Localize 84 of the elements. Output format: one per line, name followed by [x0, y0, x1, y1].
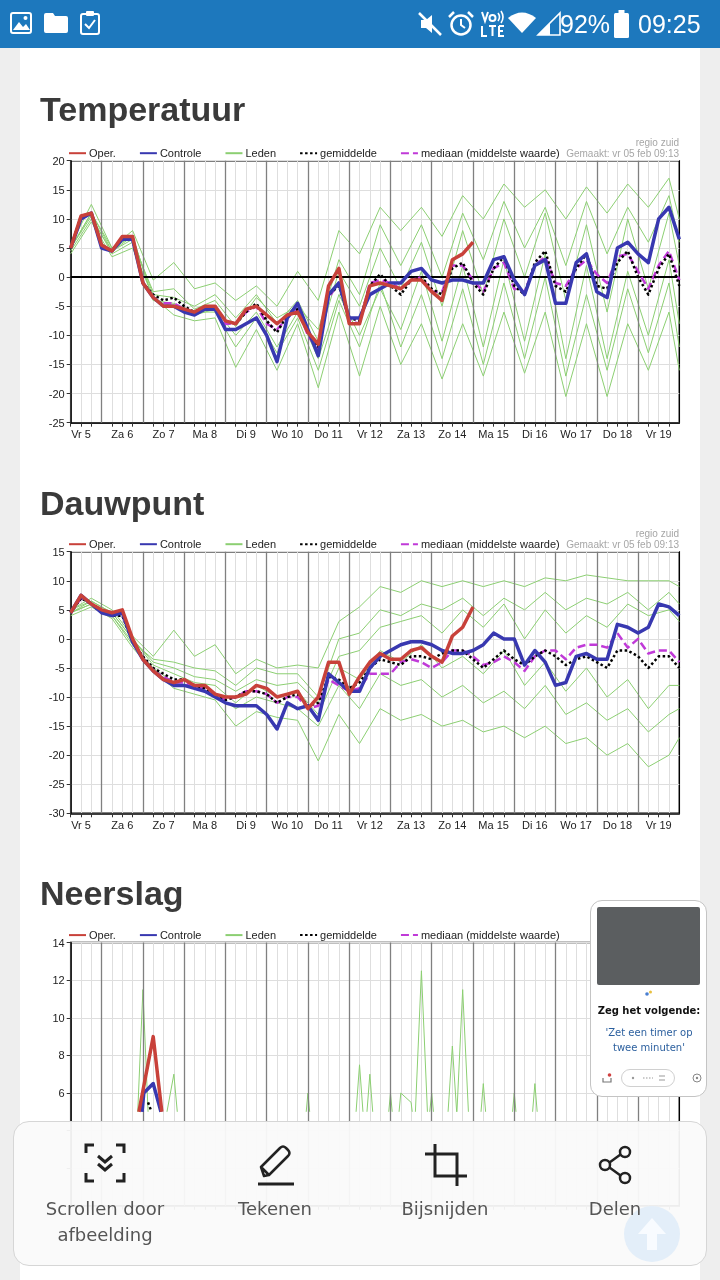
y-tick-label: -15	[48, 358, 65, 371]
legend-label: Controle	[159, 538, 202, 551]
x-tick-label: Vr 12	[356, 818, 383, 831]
y-tick-label: -30	[48, 807, 65, 820]
y-tick-label: 14	[52, 936, 65, 949]
y-tick-label: 0	[58, 632, 65, 645]
x-tick-label: Za 13	[397, 428, 426, 441]
x-tick-label: Di 9	[236, 428, 256, 441]
x-tick-label: Ma 8	[192, 428, 218, 441]
y-tick-label: 10	[52, 1011, 65, 1024]
annotation: Delen	[587, 1197, 643, 1221]
x-tick-label: Vr 5	[71, 428, 91, 441]
x-tick-label: Ma 15	[478, 818, 509, 831]
x-tick-label: Za 6	[111, 818, 134, 831]
x-tick-label: Vr 12	[356, 428, 383, 441]
x-tick-label: Di 9	[236, 818, 256, 831]
legend-label: Leden	[245, 929, 277, 942]
text: Gemaakt: vr 05 feb 09:13	[566, 538, 679, 550]
y-tick-label: 20	[52, 154, 65, 167]
x-tick-label: Zo 7	[152, 818, 175, 831]
x-tick-label: Ma 15	[478, 428, 509, 441]
y-tick-label: -5	[54, 661, 65, 674]
y-tick-label: 15	[52, 545, 65, 558]
chart-title: Neerslag	[40, 873, 184, 914]
legend-label: Oper.	[89, 147, 116, 160]
legend-label: Leden	[245, 538, 277, 551]
legend-label: gemiddelde	[320, 538, 377, 551]
x-tick-label: Vr 5	[71, 818, 91, 831]
text: Gemaakt: vr 05 feb 09:13	[566, 147, 679, 159]
x-tick-label: Wo 17	[560, 428, 592, 441]
y-tick-label: -20	[48, 749, 65, 762]
y-tick-label: 10	[52, 212, 65, 225]
y-tick-label: 5	[58, 242, 65, 255]
legend-label: Controle	[159, 929, 202, 942]
y-tick-label: -5	[54, 300, 65, 313]
x-tick-label: Di 16	[522, 818, 548, 831]
y-tick-label: 8	[58, 1049, 65, 1062]
x-tick-label: Wo 10	[271, 428, 304, 441]
x-tick-label: Do 11	[314, 818, 343, 831]
x-tick-label: Vr 19	[645, 818, 672, 831]
x-tick-label: Do 11	[314, 428, 343, 441]
y-tick-label: 5	[58, 603, 65, 616]
y-tick-label: -20	[48, 387, 65, 400]
y-tick-label: -25	[48, 778, 65, 791]
x-tick-label: Vr 19	[645, 428, 672, 441]
x-tick-label: Za 13	[397, 818, 426, 831]
x-tick-label: Za 6	[111, 428, 134, 441]
x-tick-label: Di 16	[522, 428, 548, 441]
chart-title: Dauwpunt	[40, 483, 205, 524]
x-tick-label: Zo 14	[438, 818, 467, 831]
annotation: Scrollen door afbeelding	[44, 1197, 166, 1247]
text: regio zuid	[635, 136, 679, 148]
x-tick-label: Ma 8	[192, 818, 218, 831]
y-tick-label: -10	[48, 329, 65, 342]
legend-label: Leden	[245, 147, 277, 160]
y-tick-label: 6	[58, 1087, 65, 1099]
text: regio zuid	[635, 527, 679, 539]
chart-title: Temperatuur	[40, 89, 246, 130]
legend-label: mediaan (middelste waarde)	[420, 538, 560, 551]
legend-label: Oper.	[89, 538, 116, 551]
y-tick-label: -15	[48, 720, 65, 733]
x-tick-label: Wo 10	[271, 818, 304, 831]
y-tick-label: -10	[48, 691, 65, 704]
legend-label: mediaan (middelste waarde)	[420, 147, 560, 160]
x-tick-label: Do 18	[602, 428, 633, 441]
x-tick-label: Wo 17	[560, 818, 592, 831]
annotation: Bijsnijden	[400, 1197, 490, 1221]
legend-label: gemiddelde	[320, 147, 377, 160]
x-tick-label: Zo 7	[152, 428, 175, 441]
y-tick-label: 15	[52, 183, 65, 196]
annotation: 'Zet een timer op twee minuten'	[604, 1026, 694, 1055]
legend-label: gemiddelde	[320, 929, 377, 942]
legend-label: Oper.	[89, 929, 116, 942]
legend-label: mediaan (middelste waarde)	[420, 929, 560, 942]
y-tick-label: 10	[52, 574, 65, 587]
y-tick-label: 12	[52, 974, 65, 987]
legend-label: Controle	[159, 147, 202, 160]
x-tick-label: Do 18	[602, 818, 633, 831]
annotation: Tekenen	[237, 1197, 313, 1221]
annotation: Zeg het volgende:	[596, 1004, 702, 1018]
y-tick-label: 0	[58, 271, 65, 284]
y-tick-label: -25	[48, 416, 65, 429]
x-tick-label: Zo 14	[438, 428, 467, 441]
status-bar: 92% 09:25	[0, 0, 720, 48]
